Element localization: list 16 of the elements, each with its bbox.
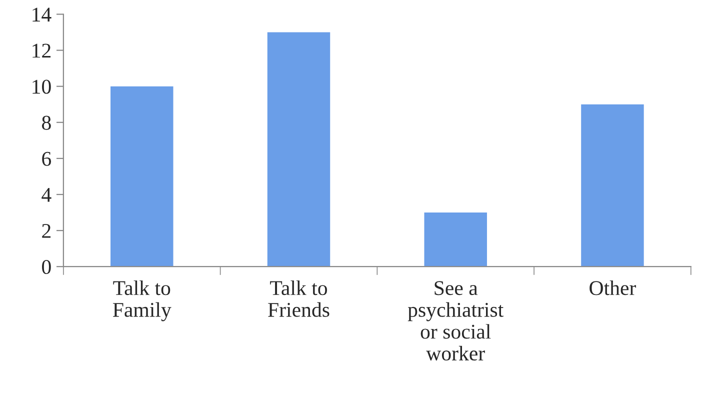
x-tick-label: Talk to Family bbox=[112, 280, 172, 322]
bar bbox=[581, 104, 644, 267]
y-tick-label: 14 bbox=[32, 8, 52, 22]
bar bbox=[424, 212, 487, 267]
y-tick-label: 6 bbox=[42, 152, 52, 166]
y-tick-label: 8 bbox=[42, 116, 51, 130]
y-tick-label: 10 bbox=[32, 80, 51, 94]
bar bbox=[110, 86, 174, 267]
y-tick-label: 4 bbox=[42, 188, 52, 202]
x-tick-label: See a psychiatrist or social worker bbox=[408, 281, 504, 361]
x-tick-label: Other bbox=[590, 280, 636, 296]
y-tick-label: 12 bbox=[32, 44, 50, 58]
y-tick-label: 0 bbox=[42, 260, 51, 274]
bar bbox=[267, 32, 330, 267]
x-tick-label: Talk to Friends bbox=[268, 280, 330, 317]
y-tick-label: 2 bbox=[42, 224, 50, 238]
